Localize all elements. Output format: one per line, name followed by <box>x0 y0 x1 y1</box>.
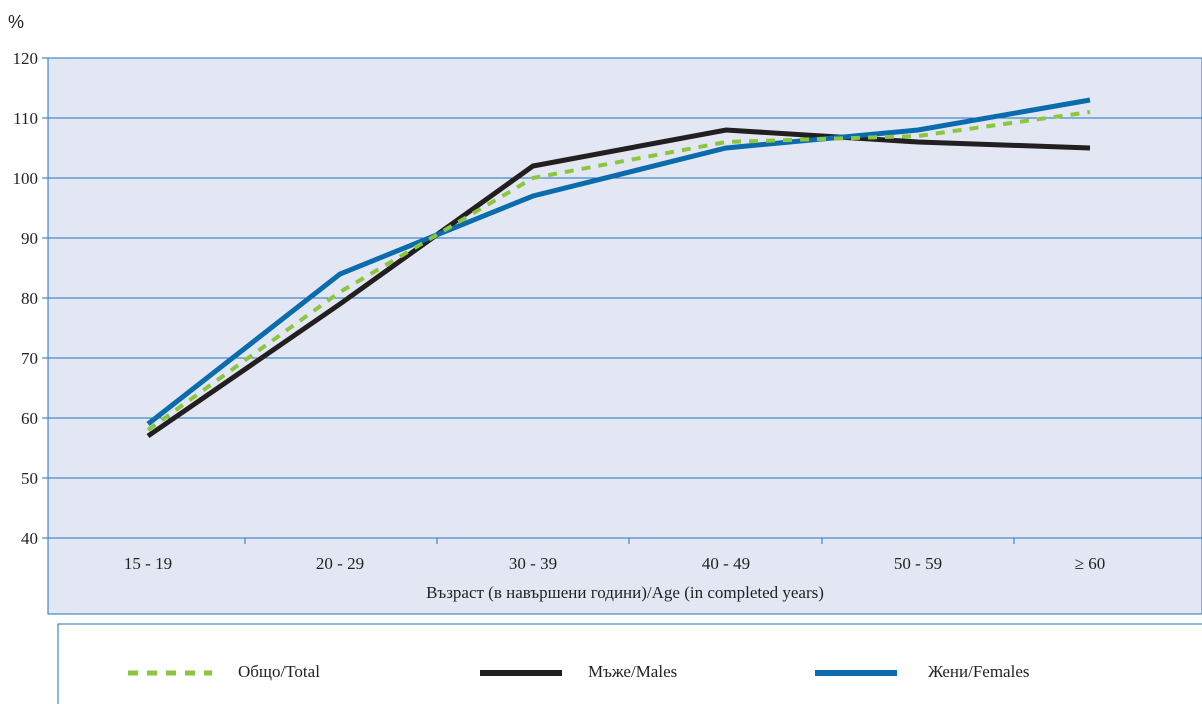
x-tick-label: ≥ 60 <box>1075 554 1106 573</box>
x-tick-label: 15 - 19 <box>124 554 172 573</box>
y-axis-ticks: 40 50 60 70 80 90 100 110 120 <box>13 49 39 548</box>
legend-frame <box>57 623 1202 704</box>
legend-label-1: Мъже/Males <box>588 662 677 681</box>
gridlines <box>42 57 1202 539</box>
y-tick-label: 120 <box>13 49 39 68</box>
y-tick-label: 100 <box>13 169 39 188</box>
x-axis-title: Възраст (в навършени години)/Age (in com… <box>426 583 824 602</box>
y-tick-label: 40 <box>21 529 38 548</box>
legend: Общо/Total Мъже/Males Жени/Females <box>57 623 1202 704</box>
x-tick-label: 20 - 29 <box>316 554 364 573</box>
series-line-1 <box>146 127 1091 439</box>
y-tick-label: 50 <box>21 469 38 488</box>
y-tick-label: 90 <box>21 229 38 248</box>
y-unit-label: % <box>8 12 24 32</box>
legend-label-2: Жени/Females <box>928 662 1030 681</box>
y-tick-label: 70 <box>21 349 38 368</box>
plot-area <box>47 57 1202 615</box>
x-tick-label: 40 - 49 <box>702 554 750 573</box>
y-tick-label: 60 <box>21 409 38 428</box>
y-tick-label: 110 <box>13 109 38 128</box>
x-tick-label: 30 - 39 <box>509 554 557 573</box>
legend-label-0: Общо/Total <box>238 662 320 681</box>
x-axis-ticks: 15 - 19 20 - 29 30 - 39 40 - 49 50 - 59 ≥ 60 <box>124 538 1105 573</box>
y-tick-label: 80 <box>21 289 38 308</box>
x-tick-label: 50 - 59 <box>894 554 942 573</box>
series-lines <box>146 97 1091 439</box>
series-line-2 <box>146 97 1091 426</box>
